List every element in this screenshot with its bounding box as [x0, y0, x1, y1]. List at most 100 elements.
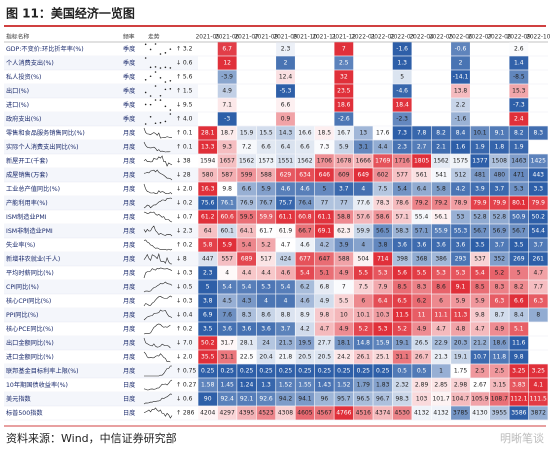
sparkline-point	[169, 88, 172, 90]
cell-value: 537	[474, 256, 486, 263]
heat-cell	[314, 280, 334, 294]
heat-cell	[451, 196, 470, 210]
heat-cell	[295, 154, 315, 168]
heat-cell	[217, 322, 237, 336]
heat-cell	[489, 406, 509, 420]
heat-cell	[334, 84, 354, 98]
heat-cell	[314, 154, 334, 168]
heat-cell	[198, 168, 218, 182]
cell-value: 5.1	[514, 326, 524, 333]
cell-value: 7.2	[242, 144, 252, 151]
row-change: ↓ 0.6	[176, 396, 193, 403]
sparkline	[143, 379, 173, 391]
cell-value: 7.8	[417, 130, 427, 137]
heat-cell	[334, 98, 354, 112]
header-label: 频率	[123, 33, 135, 41]
heat-cell	[470, 168, 490, 182]
heat-cell	[237, 126, 257, 140]
heat-cell	[276, 322, 295, 336]
cell-value: 6.2	[417, 298, 427, 305]
cell-value: 5.8	[203, 242, 213, 249]
heat-cell	[314, 238, 334, 252]
heat-cell	[237, 308, 257, 322]
cell-value: 3.5	[203, 326, 213, 333]
cell-value: 4.9	[320, 298, 330, 305]
row-label: CPI同比(%)	[6, 283, 39, 291]
cell-value: 5.4	[397, 186, 407, 193]
cell-value: 11.3	[454, 312, 468, 319]
heat-cell	[509, 308, 529, 322]
heat-cell	[509, 378, 529, 392]
heat-cell	[509, 364, 529, 378]
cell-value: 18.6	[493, 340, 507, 347]
heat-cell	[373, 168, 393, 182]
cell-value: 96	[321, 396, 329, 403]
heat-cell	[412, 294, 432, 308]
heat-cell	[431, 392, 451, 406]
heat-cell	[509, 42, 529, 56]
heat-cell	[198, 196, 218, 210]
heat-cell	[295, 336, 315, 350]
sparkline-point	[149, 95, 152, 97]
cell-value: -14.1	[453, 74, 469, 81]
cell-value: 2.98	[454, 382, 468, 389]
heat-cell	[217, 308, 237, 322]
cell-value: 94.2	[279, 396, 293, 403]
heat-cell	[217, 154, 237, 168]
cell-value: 4	[225, 270, 229, 277]
cell-value: 21.2	[473, 340, 487, 347]
sparkline-point	[164, 52, 167, 54]
row-frequency: 月度	[123, 143, 135, 151]
cell-value: 15.9	[240, 130, 254, 137]
cell-value: 9.8	[475, 312, 485, 319]
cell-value: 588	[260, 172, 272, 179]
cell-value: 1.83	[376, 382, 390, 389]
cell-value: 1.9	[475, 144, 485, 151]
heat-cell	[198, 140, 218, 154]
cell-value: 4	[361, 186, 365, 193]
sparkline-point	[159, 94, 162, 97]
cell-value: 0.25	[298, 368, 312, 375]
sparkline-point	[154, 85, 157, 87]
heat-cell	[256, 392, 276, 406]
heat-cell	[373, 238, 393, 252]
heat-cell	[256, 280, 276, 294]
cell-value: 50.2	[532, 214, 546, 221]
heat-cell	[276, 112, 295, 126]
heat-cell	[451, 140, 470, 154]
heat-cell	[217, 126, 237, 140]
cell-value: 3.8	[203, 298, 213, 305]
cell-value: 61.2	[201, 214, 215, 221]
cell-value: 609	[338, 172, 350, 179]
heat-cell	[470, 364, 490, 378]
cell-value: 64.1	[240, 228, 254, 235]
cell-value: 5.2	[495, 270, 505, 277]
cell-value: 5.5	[339, 298, 349, 305]
heat-cell	[392, 84, 412, 98]
heat-cell	[334, 280, 354, 294]
heat-cell	[392, 196, 412, 210]
heat-cell	[373, 350, 393, 364]
cell-value: 4.4	[378, 144, 388, 151]
cell-value: 0.25	[357, 368, 371, 375]
cell-value: 4.2	[300, 326, 310, 333]
cell-value: 60.1	[220, 228, 234, 235]
cell-value: 6.2	[300, 284, 310, 291]
cell-value: 20.5	[298, 354, 312, 361]
row-label: 新屋开工(千套)	[6, 157, 48, 165]
heat-cell	[489, 294, 509, 308]
heat-cell	[217, 336, 237, 350]
heat-cell	[217, 224, 237, 238]
heat-cell	[470, 182, 490, 196]
cell-value: 1.58	[201, 382, 215, 389]
heat-cell	[295, 378, 315, 392]
heat-cell	[412, 392, 432, 406]
heat-cell	[392, 168, 412, 182]
heat-cell	[392, 308, 412, 322]
heat-cell	[373, 322, 393, 336]
sparkline	[143, 211, 173, 223]
heat-cell	[509, 84, 529, 98]
heat-cell	[431, 308, 451, 322]
heat-cell	[334, 196, 354, 210]
heat-cell	[237, 238, 257, 252]
